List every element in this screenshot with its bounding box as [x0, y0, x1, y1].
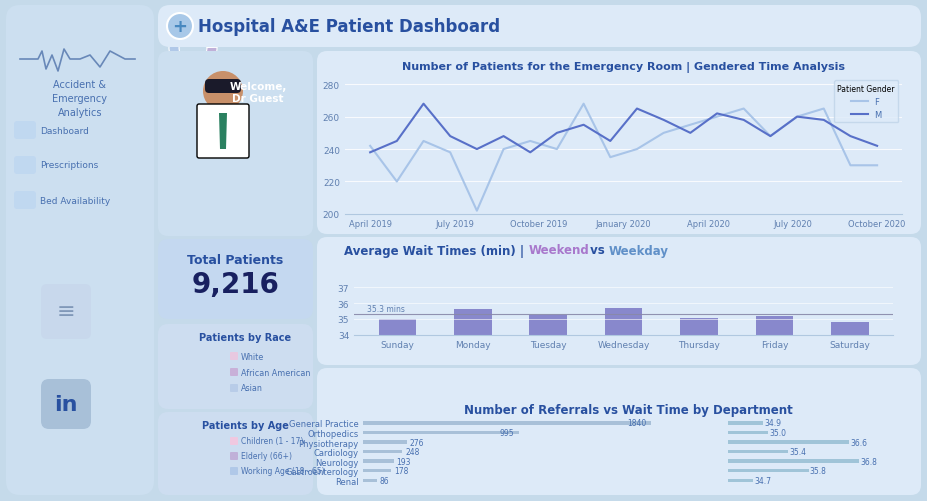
Bar — [363, 459, 394, 463]
Text: Hospital A&E Patient Dashboard: Hospital A&E Patient Dashboard — [198, 18, 501, 36]
Bar — [529, 315, 567, 501]
FancyBboxPatch shape — [230, 384, 238, 392]
Text: 248: 248 — [405, 447, 420, 456]
Text: Accident &
Emergency
Analytics: Accident & Emergency Analytics — [53, 80, 108, 118]
Text: Patients by Race: Patients by Race — [199, 332, 292, 342]
Circle shape — [203, 72, 243, 112]
Bar — [728, 450, 788, 453]
Text: 34.9: 34.9 — [764, 419, 781, 428]
Legend: F, M: F, M — [834, 81, 898, 123]
Text: Prescriptions: Prescriptions — [40, 161, 98, 170]
Text: 178: 178 — [394, 466, 409, 475]
FancyBboxPatch shape — [230, 352, 238, 360]
Text: Working Age (18 - 65): Working Age (18 - 65) — [241, 466, 324, 475]
Bar — [363, 421, 652, 425]
Text: Weekend: Weekend — [528, 244, 590, 257]
FancyBboxPatch shape — [14, 122, 36, 140]
Bar — [728, 469, 808, 472]
Text: vs: vs — [587, 244, 609, 257]
Wedge shape — [169, 119, 211, 159]
Bar — [680, 319, 717, 501]
Bar — [363, 440, 407, 444]
FancyBboxPatch shape — [158, 239, 313, 319]
Text: 35.4: 35.4 — [790, 447, 806, 456]
Text: 276: 276 — [410, 438, 425, 447]
Bar — [728, 440, 849, 444]
Text: Patients by Age: Patients by Age — [202, 420, 289, 430]
FancyBboxPatch shape — [158, 412, 313, 495]
FancyBboxPatch shape — [158, 324, 313, 409]
FancyBboxPatch shape — [230, 368, 238, 376]
FancyBboxPatch shape — [317, 237, 921, 365]
Bar — [454, 309, 491, 501]
Bar — [363, 469, 391, 472]
FancyBboxPatch shape — [41, 379, 91, 429]
FancyBboxPatch shape — [317, 52, 921, 234]
Text: 9,216: 9,216 — [192, 271, 279, 299]
FancyBboxPatch shape — [158, 6, 921, 48]
Text: 34.7: 34.7 — [755, 476, 771, 485]
Wedge shape — [174, 111, 195, 126]
Text: 995: 995 — [500, 428, 514, 437]
Bar — [831, 322, 869, 501]
FancyBboxPatch shape — [6, 6, 154, 495]
FancyBboxPatch shape — [230, 452, 238, 460]
Polygon shape — [219, 114, 227, 150]
Text: ≡: ≡ — [57, 302, 75, 321]
Text: 36.8: 36.8 — [860, 457, 877, 466]
Text: Bed Availability: Bed Availability — [40, 196, 110, 205]
Text: 35.8: 35.8 — [810, 466, 827, 475]
FancyBboxPatch shape — [14, 191, 36, 209]
FancyBboxPatch shape — [197, 105, 249, 159]
Wedge shape — [169, 25, 217, 57]
Text: 35.3 mins: 35.3 mins — [367, 305, 405, 314]
Text: +: + — [172, 18, 187, 36]
Bar — [728, 431, 768, 434]
Bar — [363, 450, 402, 453]
Text: Asian: Asian — [241, 384, 263, 393]
Text: 1840: 1840 — [628, 419, 647, 428]
Text: Average Wait Times (min) |: Average Wait Times (min) | — [344, 244, 528, 257]
Title: Number of Patients for the Emergency Room | Gendered Time Analysis: Number of Patients for the Emergency Roo… — [402, 62, 845, 73]
Text: Weekday: Weekday — [608, 244, 668, 257]
Text: White: White — [241, 352, 264, 361]
Text: Children (1 - 17): Children (1 - 17) — [241, 437, 303, 445]
Bar — [728, 421, 763, 425]
Wedge shape — [194, 111, 217, 150]
FancyBboxPatch shape — [230, 467, 238, 475]
Bar — [363, 431, 519, 434]
Text: 193: 193 — [397, 457, 412, 466]
FancyBboxPatch shape — [317, 368, 921, 495]
Text: 36.6: 36.6 — [850, 438, 868, 447]
Circle shape — [167, 14, 193, 40]
Bar — [756, 317, 794, 501]
Bar — [363, 478, 376, 482]
Text: 86: 86 — [380, 476, 389, 485]
Bar — [604, 309, 642, 501]
Text: Dashboard: Dashboard — [40, 126, 89, 135]
Title: Number of Referrals vs Wait Time by Department: Number of Referrals vs Wait Time by Depa… — [464, 403, 793, 416]
Text: Total Patients: Total Patients — [187, 254, 284, 267]
Text: Welcome,
Dr Guest: Welcome, Dr Guest — [229, 82, 286, 103]
Text: in: in — [55, 394, 78, 414]
Text: Elderly (66+): Elderly (66+) — [241, 451, 292, 460]
Bar — [728, 478, 753, 482]
FancyBboxPatch shape — [230, 437, 238, 445]
Text: African American: African American — [241, 368, 311, 377]
Text: 35.0: 35.0 — [769, 428, 786, 437]
FancyBboxPatch shape — [41, 285, 91, 339]
Bar — [378, 319, 416, 501]
FancyBboxPatch shape — [205, 80, 241, 94]
FancyBboxPatch shape — [14, 157, 36, 175]
Wedge shape — [194, 48, 217, 73]
FancyBboxPatch shape — [158, 52, 313, 236]
Bar — [728, 459, 859, 463]
Wedge shape — [171, 54, 194, 73]
